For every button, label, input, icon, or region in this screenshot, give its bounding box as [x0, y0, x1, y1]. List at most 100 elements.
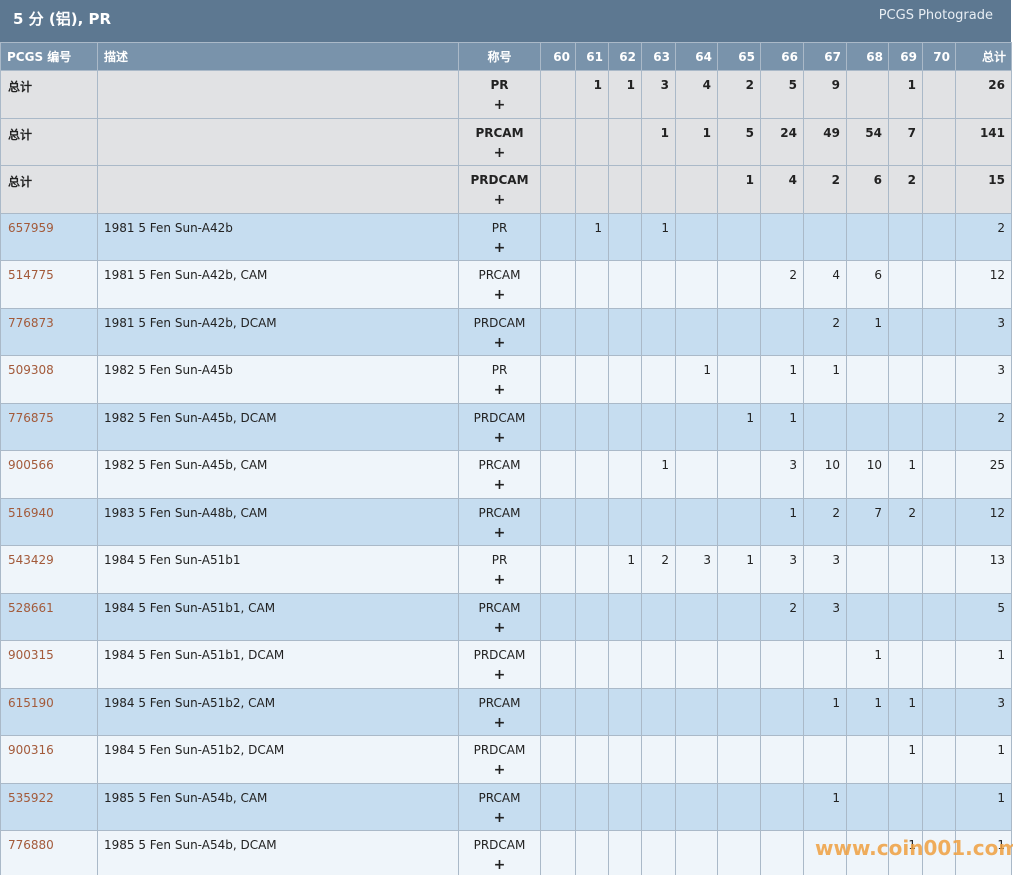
expand-toggle[interactable]: +	[493, 619, 506, 636]
designation-cell: PRCAM +	[458, 782, 541, 831]
coin-row: 776873 1981 5 Fen Sun-A42b, DCAM PRDCAM +2 1…	[0, 307, 1012, 356]
grade-cell	[641, 402, 676, 451]
description: 1984 5 Fen Sun-A51b1	[97, 545, 459, 594]
coin-row: 535922 1985 5 Fen Sun-A54b, CAM PRCAM +1 1	[0, 782, 1012, 831]
column-header: 70	[922, 42, 956, 71]
grade-cell: 54	[846, 117, 889, 166]
grade-cell	[540, 212, 576, 261]
grade-cell	[846, 545, 889, 594]
expand-toggle[interactable]: +	[493, 382, 506, 398]
total-cell: 12	[955, 260, 1012, 309]
expand-toggle[interactable]: +	[493, 144, 506, 161]
grade-cell	[540, 782, 576, 831]
pcgs-number[interactable]: 509308	[0, 355, 98, 404]
grade-cell: 1	[675, 355, 718, 404]
column-header: 65	[717, 42, 761, 71]
grade-cell	[717, 592, 761, 641]
grade-cell	[675, 592, 718, 641]
total-cell: 2	[955, 212, 1012, 261]
expand-toggle[interactable]: +	[493, 857, 506, 873]
designation-cell: PRCAM +	[458, 497, 541, 546]
pcgs-number[interactable]: 900316	[0, 735, 98, 784]
description: 1984 5 Fen Sun-A51b1, CAM	[97, 592, 459, 641]
designation: PRDCAM	[473, 410, 526, 425]
grade-cell: 1	[846, 687, 889, 736]
expand-toggle[interactable]: +	[493, 714, 506, 731]
grade-cell: 2	[641, 545, 676, 594]
pcgs-number[interactable]: 657959	[0, 212, 98, 261]
pcgs-number[interactable]: 776873	[0, 307, 98, 356]
pcgs-number[interactable]: 528661	[0, 592, 98, 641]
grade-cell	[846, 782, 889, 831]
column-header: 总计	[955, 42, 1012, 71]
grade-cell: 1	[760, 402, 804, 451]
expand-toggle[interactable]: +	[493, 239, 506, 256]
watermark: www.coin001.com	[815, 836, 1013, 860]
pcgs-number[interactable]: 776880	[0, 830, 98, 875]
column-header: 64	[675, 42, 718, 71]
designation: PRCAM	[478, 695, 521, 710]
grade-cell	[575, 735, 609, 784]
grade-cell	[641, 497, 676, 546]
expand-toggle[interactable]: +	[493, 524, 506, 541]
pcgs-number[interactable]: 516940	[0, 497, 98, 546]
totals-row: 总计 PRDCAM +1 4 2 6 2 15	[0, 165, 1012, 214]
designation-cell: PRDCAM +	[458, 830, 541, 875]
pcgs-number[interactable]: 514775	[0, 260, 98, 309]
description-cell	[97, 165, 459, 214]
grade-cell: 6	[846, 165, 889, 214]
pcgs-number[interactable]: 615190	[0, 687, 98, 736]
photograde-link[interactable]: PCGS Photograde	[878, 8, 993, 23]
coin-row: 657959 1981 5 Fen Sun-A42b PR +1 1 2	[0, 212, 1012, 261]
column-header: 68	[846, 42, 889, 71]
column-header: 67	[803, 42, 847, 71]
total-cell: 1	[955, 640, 1012, 689]
grade-cell: 2	[888, 497, 923, 546]
grade-cell	[608, 830, 642, 875]
grade-cell: 2	[803, 307, 847, 356]
pcgs-number[interactable]: 900315	[0, 640, 98, 689]
grade-cell: 10	[846, 450, 889, 499]
designation: PRCAM	[478, 268, 521, 282]
coin-row: 514775 1981 5 Fen Sun-A42b, CAM PRCAM +2 4 6 1…	[0, 260, 1012, 309]
grade-cell	[641, 830, 676, 875]
expand-toggle[interactable]: +	[493, 429, 506, 446]
grade-cell: 3	[675, 545, 718, 594]
expand-toggle[interactable]: +	[493, 287, 506, 303]
grade-cell	[540, 260, 576, 309]
grade-cell	[575, 355, 609, 404]
expand-toggle[interactable]: +	[493, 809, 506, 826]
grade-cell: 1	[717, 545, 761, 594]
total-cell: 1	[955, 830, 1012, 875]
grade-cell: 7	[846, 497, 889, 546]
coin-row: 900315 1984 5 Fen Sun-A51b1, DCAM PRDCAM +1…	[0, 640, 1012, 689]
grade-cell	[846, 830, 889, 875]
grade-cell: 5	[717, 117, 761, 166]
expand-toggle[interactable]: +	[493, 762, 506, 778]
grade-cell	[540, 402, 576, 451]
designation: PR	[491, 553, 508, 567]
total-cell: 3	[955, 355, 1012, 404]
expand-toggle[interactable]: +	[493, 477, 506, 493]
grade-cell	[575, 687, 609, 736]
designation-cell: PRCAM +	[458, 592, 541, 641]
designation-cell: PR +	[458, 355, 541, 404]
expand-toggle[interactable]: +	[493, 572, 506, 588]
pcgs-number[interactable]: 900566	[0, 450, 98, 499]
pcgs-number[interactable]: 543429	[0, 545, 98, 594]
grade-cell	[641, 640, 676, 689]
expand-toggle[interactable]: +	[493, 334, 506, 351]
grade-cell	[675, 402, 718, 451]
grade-cell	[760, 830, 804, 875]
grade-cell	[888, 592, 923, 641]
pcgs-number[interactable]: 776875	[0, 402, 98, 451]
expand-toggle[interactable]: +	[493, 97, 506, 113]
expand-toggle[interactable]: +	[493, 667, 506, 683]
total-label: 总计	[0, 70, 98, 119]
expand-toggle[interactable]: +	[493, 192, 506, 208]
description: 1981 5 Fen Sun-A42b, DCAM	[97, 307, 459, 356]
pcgs-number[interactable]: 535922	[0, 782, 98, 831]
grade-cell: 1	[641, 212, 676, 261]
grade-cell: 1	[888, 687, 923, 736]
